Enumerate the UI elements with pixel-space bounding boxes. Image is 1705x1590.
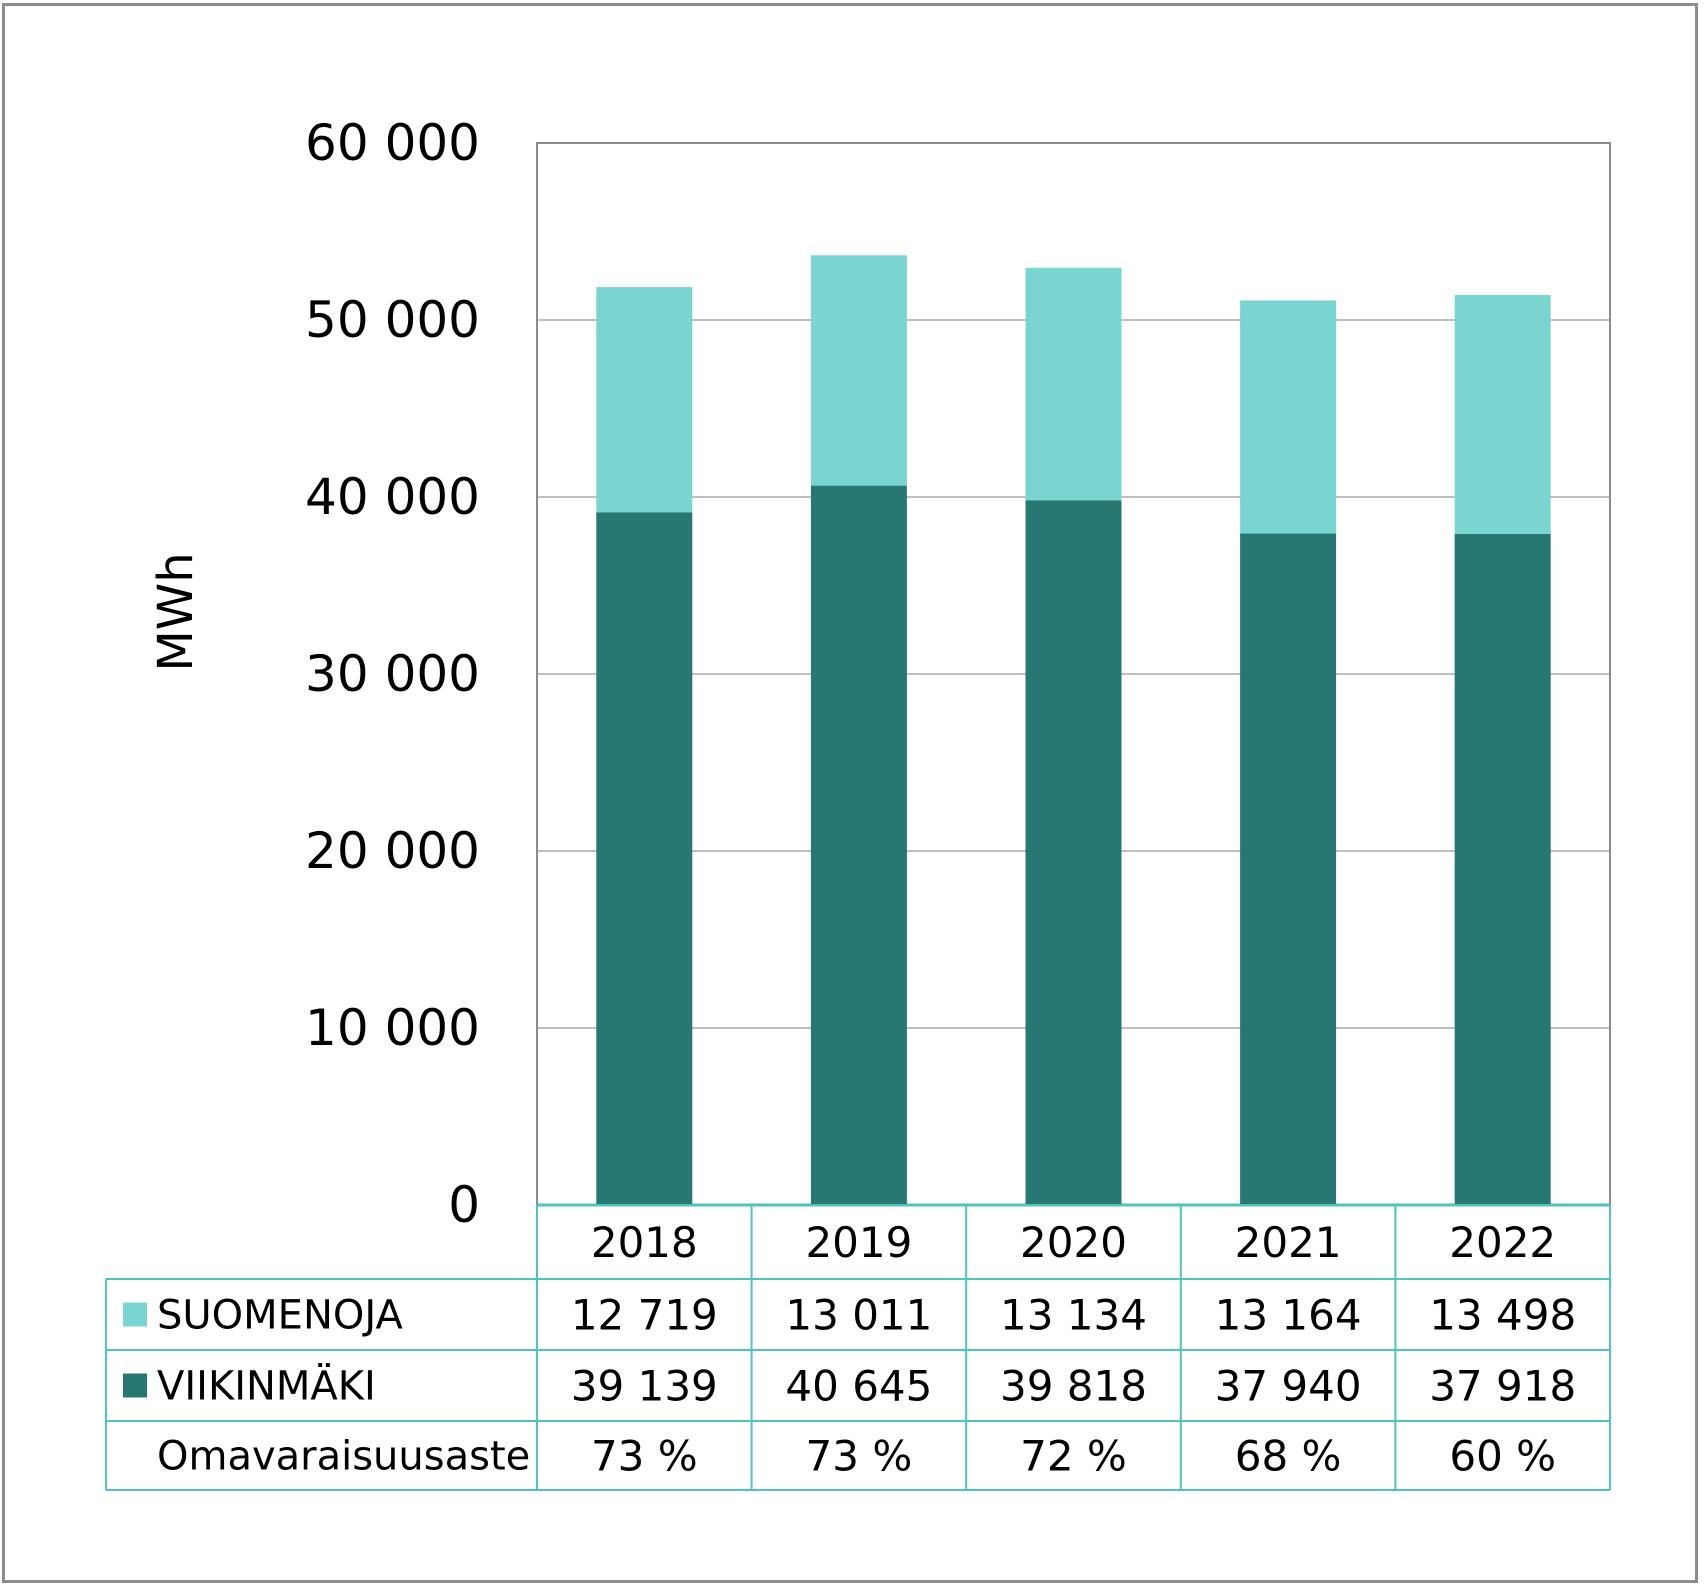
x-tick-label: 2018 <box>591 1218 698 1267</box>
data-table: 2018 2019 2020 2021 2022 SUOMENOJA 12 719 13 01… <box>105 1204 1611 1491</box>
table-row-label: VIIKINMÄKI <box>157 1362 376 1410</box>
table-cell: 13 498 <box>1429 1291 1576 1340</box>
y-tick-label: 30 000 <box>305 645 480 703</box>
table-cell: 12 719 <box>571 1291 718 1340</box>
y-tick-label: 50 000 <box>305 291 480 349</box>
table-cell: 73 % <box>591 1432 698 1481</box>
table-cell: 39 818 <box>1000 1362 1147 1411</box>
bar-segment-viikinmaki-2021 <box>1240 533 1337 1205</box>
y-axis-title: MWh <box>148 552 204 671</box>
table-cell: 37 940 <box>1215 1362 1362 1411</box>
table-cell: 40 645 <box>785 1362 932 1411</box>
bar-segment-suomenoja-2018 <box>596 287 693 513</box>
bar-segment-suomenoja-2022 <box>1454 294 1551 534</box>
bar-segment-viikinmaki-2018 <box>596 512 693 1205</box>
table-cell: 60 % <box>1449 1432 1556 1481</box>
bar-segment-viikinmaki-2019 <box>810 485 907 1205</box>
table-row-label: Omavaraisuusaste <box>157 1434 530 1480</box>
bar-segment-suomenoja-2020 <box>1025 267 1122 501</box>
bar-segment-suomenoja-2021 <box>1240 300 1337 534</box>
y-tick-label: 20 000 <box>305 822 480 880</box>
legend-swatch <box>123 1373 147 1398</box>
table-cell: 13 011 <box>785 1291 932 1340</box>
y-tick-label: 10 000 <box>305 999 480 1057</box>
table-cell: 68 % <box>1235 1432 1342 1481</box>
table-cell: 73 % <box>806 1432 913 1481</box>
table-cell: 37 918 <box>1429 1362 1576 1411</box>
y-tick-label: 40 000 <box>305 468 480 526</box>
x-tick-label: 2019 <box>805 1218 912 1267</box>
table-cell: 13 164 <box>1215 1291 1362 1340</box>
x-tick-label: 2021 <box>1235 1218 1342 1267</box>
table-cell: 72 % <box>1020 1432 1127 1481</box>
legend-swatch <box>123 1302 147 1327</box>
table-cell: 39 139 <box>571 1362 718 1411</box>
table-cell: 13 134 <box>1000 1291 1147 1340</box>
x-tick-label: 2022 <box>1449 1218 1556 1267</box>
x-tick-label: 2020 <box>1020 1218 1127 1267</box>
y-tick-label: 60 000 <box>305 114 480 172</box>
bar-segment-suomenoja-2019 <box>810 255 907 486</box>
table-row-label: SUOMENOJA <box>157 1293 403 1339</box>
bar-segment-viikinmaki-2022 <box>1454 533 1551 1205</box>
bars <box>596 255 1551 1205</box>
bar-segment-viikinmaki-2020 <box>1025 500 1122 1205</box>
y-tick-label: 0 <box>448 1176 480 1234</box>
y-axis: 0 10 000 20 000 30 000 40 000 50 000 60 000 <box>305 114 480 1234</box>
